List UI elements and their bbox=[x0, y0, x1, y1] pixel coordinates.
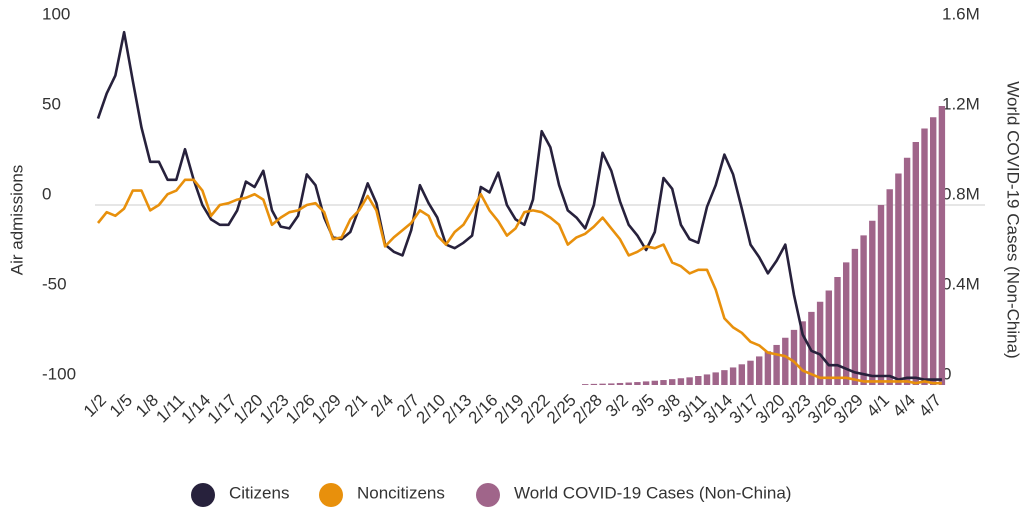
legend-swatch bbox=[319, 483, 343, 507]
legend-swatch bbox=[476, 483, 500, 507]
bar bbox=[877, 205, 885, 385]
bar bbox=[773, 344, 780, 385]
bar bbox=[938, 106, 946, 385]
bar bbox=[686, 377, 693, 385]
bar bbox=[669, 379, 676, 385]
bar bbox=[703, 374, 711, 385]
bar bbox=[738, 364, 745, 385]
bar bbox=[625, 382, 632, 385]
bar bbox=[790, 329, 798, 385]
bar bbox=[799, 321, 806, 385]
bar bbox=[651, 380, 658, 385]
bar bbox=[677, 378, 685, 385]
x-tick-label: 1/5 bbox=[106, 391, 136, 421]
x-tick-label: 3/5 bbox=[628, 391, 658, 421]
y-tick-label: 50 bbox=[42, 94, 61, 113]
y-tick-label: -100 bbox=[42, 364, 76, 383]
bar bbox=[729, 367, 737, 385]
x-tick-label: 4/4 bbox=[889, 391, 919, 421]
y2-tick-label: 1.6M bbox=[942, 4, 980, 23]
bar bbox=[695, 376, 702, 385]
line bbox=[96, 178, 942, 385]
x-tick-label: 1/2 bbox=[80, 391, 110, 421]
x-tick-label: 2/4 bbox=[367, 391, 397, 421]
bar bbox=[912, 142, 919, 385]
bar bbox=[886, 189, 893, 385]
bar bbox=[843, 262, 850, 385]
y-tick-label: -50 bbox=[42, 274, 67, 293]
bar bbox=[895, 173, 902, 385]
x-tick-label: 3/2 bbox=[602, 391, 632, 421]
y-tick-label: 100 bbox=[42, 4, 70, 23]
bar bbox=[721, 370, 728, 385]
x-tick-label: 1/29 bbox=[308, 391, 345, 428]
y2-tick-label: 0.4M bbox=[942, 274, 980, 293]
bar bbox=[660, 380, 667, 385]
y2-tick-label: 0 bbox=[942, 364, 951, 383]
x-tick-label: 4/7 bbox=[915, 391, 945, 421]
bar bbox=[834, 277, 841, 385]
x-tick-label: 2/1 bbox=[341, 391, 371, 421]
bar bbox=[608, 383, 615, 385]
bar bbox=[642, 381, 650, 385]
legend-label: Noncitizens bbox=[357, 483, 445, 502]
legend-label: Citizens bbox=[229, 483, 289, 502]
x-tick-label: 4/1 bbox=[863, 391, 893, 421]
bar bbox=[860, 235, 867, 385]
bar bbox=[590, 383, 598, 385]
y-axis-title: Air admissions bbox=[7, 165, 26, 276]
bar bbox=[634, 382, 641, 385]
y2-tick-label: 0.8M bbox=[942, 184, 980, 203]
bar bbox=[764, 351, 772, 385]
line bbox=[96, 30, 942, 381]
y2-axis-title: World COVID-19 Cases (Non-China) bbox=[1004, 81, 1023, 358]
bar bbox=[851, 248, 859, 385]
bar bbox=[616, 382, 624, 385]
bar bbox=[582, 384, 589, 385]
y2-tick-label: 1.2M bbox=[942, 94, 980, 113]
bar bbox=[599, 383, 606, 385]
bar bbox=[869, 220, 876, 385]
y-tick-label: 0 bbox=[42, 184, 51, 203]
bar bbox=[712, 372, 719, 385]
legend-swatch bbox=[191, 483, 215, 507]
legend-label: World COVID-19 Cases (Non-China) bbox=[514, 483, 791, 502]
bar bbox=[930, 117, 937, 385]
bar bbox=[747, 360, 754, 385]
x-tick-label: 2/28 bbox=[569, 391, 606, 428]
bar bbox=[756, 356, 763, 385]
bar bbox=[903, 157, 911, 385]
bar bbox=[921, 128, 928, 385]
bar bbox=[782, 337, 789, 385]
bar bbox=[825, 290, 832, 385]
bar bbox=[816, 301, 824, 385]
x-tick-label: 3/29 bbox=[830, 391, 867, 428]
